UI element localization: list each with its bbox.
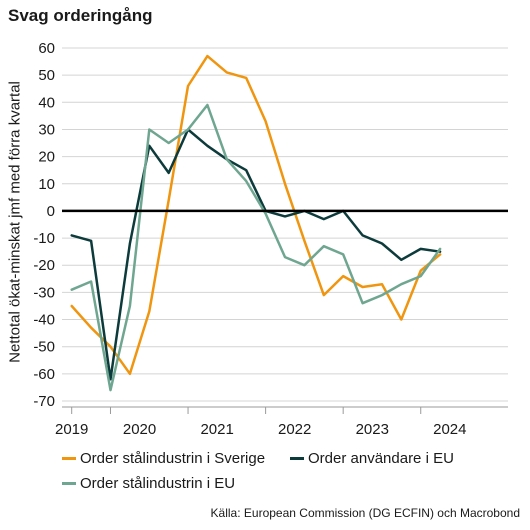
- y-tick-label: -30: [33, 284, 55, 301]
- y-tick-label: 30: [38, 121, 55, 138]
- legend-swatch-sverige: [62, 457, 76, 460]
- chart-title: Svag orderingång: [8, 6, 153, 25]
- legend-item-sverige: Order stålindustrin i Sverige: [62, 450, 265, 467]
- legend-label-sverige: Order stålindustrin i Sverige: [80, 450, 266, 467]
- series-line-2: [70, 103, 442, 392]
- y-tick-label: -20: [33, 257, 55, 274]
- series-line-1: [70, 128, 442, 381]
- y-tick-label: 10: [38, 176, 55, 193]
- legend-swatch-stal-eu: [62, 482, 76, 485]
- source-note: Källa: European Commission (DG ECFIN) oc…: [210, 506, 520, 520]
- x-tick-label: 2023: [356, 421, 389, 438]
- y-tick-label: -50: [33, 339, 55, 356]
- legend-label-stal-eu: Order stålindustrin i EU: [80, 475, 236, 492]
- y-tick-label: -60: [33, 366, 55, 383]
- legend-item-stal-eu: Order stålindustrin i EU: [62, 475, 235, 492]
- y-tick-label: 40: [38, 94, 55, 111]
- y-tick-label: 20: [38, 149, 55, 166]
- y-tick-label: -40: [33, 312, 55, 329]
- x-tick-label: 2024: [433, 421, 466, 438]
- y-tick-label: -10: [33, 230, 55, 247]
- x-tick-label: 2019: [55, 421, 88, 438]
- y-tick-label: 0: [47, 203, 55, 220]
- legend-label-anvandare-eu: Order användare i EU: [308, 450, 454, 467]
- legend-swatch-anvandare-eu: [290, 457, 304, 460]
- y-tick-label: 60: [38, 40, 55, 57]
- y-tick-label: 50: [38, 67, 55, 84]
- x-tick-label: 2020: [123, 421, 156, 438]
- x-tick-label: 2022: [278, 421, 311, 438]
- y-tick-label: -70: [33, 393, 55, 410]
- x-tick-label: 2021: [200, 421, 233, 438]
- series-line-0: [70, 54, 442, 376]
- legend-item-anvandare-eu: Order användare i EU: [290, 450, 454, 467]
